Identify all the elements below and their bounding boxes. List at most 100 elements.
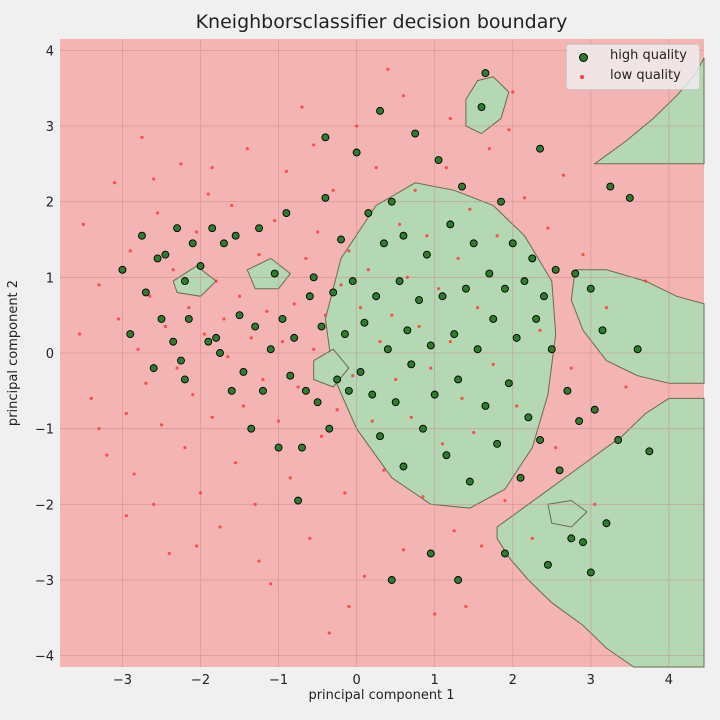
point-low-quality	[89, 396, 93, 400]
point-low-quality	[397, 222, 402, 226]
point-low-quality	[257, 559, 261, 563]
point-low-quality	[222, 317, 226, 321]
point-high-quality	[442, 451, 451, 460]
point-low-quality	[460, 396, 464, 400]
region-high-quality-1	[570, 269, 705, 384]
point-high-quality	[309, 273, 318, 282]
point-high-quality	[380, 239, 388, 248]
point-high-quality	[430, 390, 439, 399]
point-high-quality	[399, 231, 408, 240]
point-high-quality	[575, 417, 584, 426]
point-high-quality	[625, 193, 634, 202]
point-low-quality	[538, 328, 542, 332]
point-high-quality	[532, 315, 541, 323]
point-low-quality	[429, 366, 433, 370]
x-tick-label: 0	[352, 673, 360, 688]
x-axis-ticks: −3 −2 −1 0 1 2 3 4	[113, 673, 673, 688]
point-high-quality	[184, 315, 193, 323]
point-low-quality	[206, 192, 210, 196]
point-low-quality	[358, 306, 363, 310]
point-high-quality	[586, 568, 595, 577]
point-low-quality	[124, 514, 128, 518]
point-high-quality	[149, 364, 158, 373]
point-low-quality	[198, 491, 203, 495]
point-high-quality	[313, 398, 322, 407]
point-low-quality	[401, 94, 406, 98]
point-low-quality	[452, 529, 456, 533]
point-high-quality	[547, 345, 556, 354]
point-high-quality	[477, 103, 486, 112]
point-low-quality	[241, 404, 246, 408]
x-tick-label: −2	[191, 673, 210, 688]
point-high-quality	[204, 337, 213, 346]
point-high-quality	[321, 193, 330, 202]
point-low-quality	[522, 196, 527, 200]
point-high-quality	[259, 386, 267, 395]
point-low-quality	[405, 275, 409, 279]
point-low-quality	[312, 347, 316, 351]
point-low-quality	[401, 548, 406, 552]
point-low-quality	[316, 230, 320, 234]
legend-marker-low-quality	[580, 75, 584, 79]
point-low-quality	[234, 461, 238, 465]
point-high-quality	[212, 333, 221, 342]
y-tick-label: −3	[35, 574, 54, 589]
region-high-quality-3	[465, 76, 510, 135]
point-high-quality	[329, 288, 338, 297]
point-low-quality	[425, 234, 429, 238]
point-low-quality	[624, 385, 628, 389]
point-low-quality	[319, 434, 324, 438]
point-high-quality	[356, 367, 365, 376]
point-high-quality	[239, 367, 248, 376]
point-high-quality	[208, 224, 217, 233]
point-low-quality	[581, 253, 585, 257]
point-high-quality	[274, 443, 283, 452]
point-high-quality	[352, 148, 361, 157]
point-low-quality	[124, 411, 128, 416]
point-low-quality	[386, 67, 390, 71]
x-tick-label: 2	[509, 673, 517, 688]
point-low-quality	[362, 574, 367, 578]
point-high-quality	[294, 496, 303, 505]
point-low-quality	[343, 491, 347, 495]
point-low-quality	[479, 544, 484, 548]
point-low-quality	[296, 385, 300, 389]
point-high-quality	[407, 360, 416, 369]
point-low-quality	[273, 218, 277, 223]
point-low-quality	[436, 287, 441, 291]
legend-marker-high-quality	[579, 53, 588, 62]
point-low-quality	[448, 340, 452, 344]
point-high-quality	[235, 311, 244, 320]
point-low-quality	[444, 166, 448, 170]
point-high-quality	[321, 133, 330, 142]
point-high-quality	[469, 239, 478, 248]
point-low-quality	[202, 332, 207, 336]
point-low-quality	[347, 604, 351, 609]
point-high-quality	[298, 443, 306, 452]
point-low-quality	[417, 324, 421, 329]
point-low-quality	[300, 105, 304, 109]
point-low-quality	[409, 415, 413, 419]
point-high-quality	[169, 337, 178, 346]
point-low-quality	[312, 143, 316, 147]
point-high-quality	[180, 375, 189, 384]
point-high-quality	[426, 341, 435, 350]
point-low-quality	[269, 582, 273, 586]
point-high-quality	[493, 439, 502, 448]
point-high-quality	[481, 69, 490, 77]
x-tick-label: −3	[113, 673, 132, 688]
point-high-quality	[458, 182, 466, 191]
point-high-quality	[270, 269, 279, 278]
y-tick-label: 0	[46, 347, 54, 362]
point-high-quality	[500, 284, 509, 293]
point-high-quality	[255, 224, 264, 233]
point-high-quality	[590, 405, 599, 414]
grid	[60, 39, 704, 667]
point-high-quality	[645, 447, 654, 456]
point-low-quality	[214, 279, 218, 283]
point-low-quality	[132, 472, 136, 476]
point-high-quality	[454, 375, 463, 384]
region-high-quality-0	[496, 397, 705, 668]
point-low-quality	[468, 207, 472, 211]
point-low-quality	[210, 166, 214, 170]
